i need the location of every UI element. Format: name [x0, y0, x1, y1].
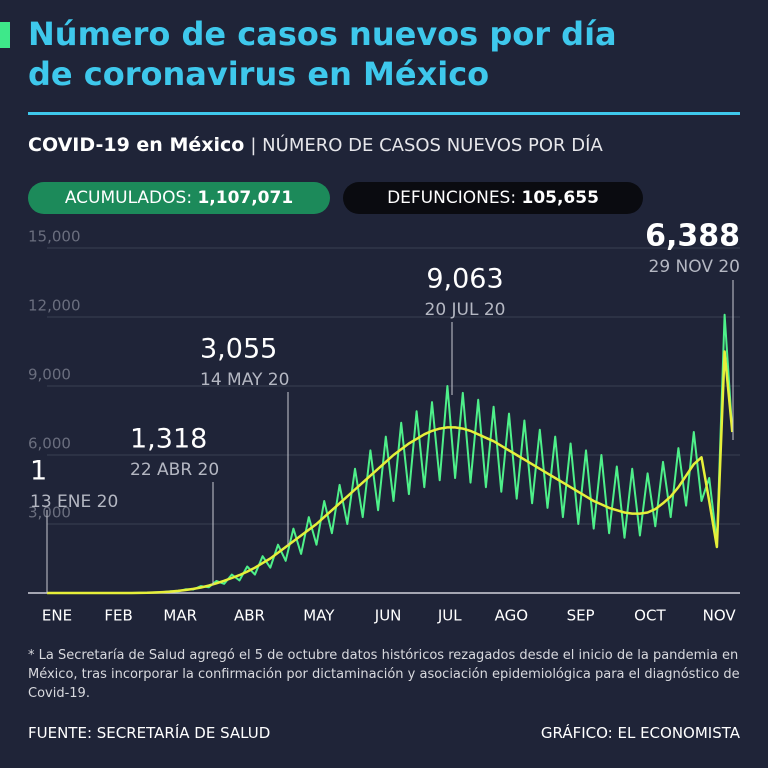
annotation-date: 20 JUL 20 [425, 300, 506, 320]
title: Número de casos nuevos por día de corona… [28, 14, 617, 94]
x-tick-label: NOV [703, 607, 737, 625]
pill-label: DEFUNCIONES: [387, 188, 517, 208]
pill-label: ACUMULADOS: [64, 188, 193, 208]
y-tick-label: 12,000 [28, 297, 81, 315]
chart: 3,000 6,000 9,000 12,000 15,000 ENE FEB MAR ABR M… [28, 219, 741, 625]
source: FUENTE: SECRETARÍA DE SALUD [28, 724, 271, 742]
annotation-value: 1 [30, 456, 47, 487]
pill-value: 105,655 [521, 188, 599, 208]
y-tick-label: 15,000 [28, 228, 81, 246]
deaths-pill: DEFUNCIONES: 105,655 [343, 182, 643, 214]
x-tick-label: OCT [634, 607, 666, 625]
title-line: de coronavirus en México [28, 55, 490, 93]
x-tick-label: ENE [42, 607, 72, 625]
x-tick-label: FEB [104, 607, 132, 625]
pill-value: 1,107,071 [197, 188, 294, 208]
x-tick-label: ABR [234, 607, 265, 625]
subtitle-bold: COVID-19 en México [28, 134, 245, 156]
annotation-value: 1,318 [130, 424, 207, 455]
series-line [47, 350, 734, 595]
annotation-value: 6,388 [645, 219, 740, 254]
footnote: * La Secretaría de Salud agregó el 5 de … [28, 648, 740, 701]
cumulative-pill: ACUMULADOS: 1,107,071 [28, 182, 330, 214]
annotation-date: 22 ABR 20 [130, 460, 219, 480]
subtitle-rest: | NÚMERO DE CASOS NUEVOS POR DÍA [250, 135, 603, 156]
y-tick-label: 6,000 [28, 435, 71, 453]
annotation-value: 9,063 [426, 264, 503, 295]
y-tick-label: 9,000 [28, 366, 71, 384]
x-tick-label: AGO [495, 607, 528, 625]
annotation-date: 29 NOV 20 [649, 257, 741, 277]
accent-bar [0, 22, 10, 48]
subtitle: COVID-19 en México | NÚMERO DE CASOS NUE… [28, 134, 603, 156]
title-line: Número de casos nuevos por día [28, 15, 617, 53]
annotation-date: 13 ENE 20 [30, 492, 118, 512]
x-tick-label: JUL [437, 607, 462, 625]
x-tick-label: MAR [163, 607, 197, 625]
rule [28, 112, 740, 115]
x-tick-label: MAY [303, 607, 335, 625]
y-tick-label: 3,000 [28, 504, 71, 522]
credit: GRÁFICO: EL ECONOMISTA [540, 724, 740, 742]
annotation-date: 14 MAY 20 [200, 370, 289, 390]
annotation-value: 3,055 [200, 334, 277, 365]
x-tick-label: JUN [374, 607, 402, 625]
x-tick-label: SEP [567, 607, 595, 625]
